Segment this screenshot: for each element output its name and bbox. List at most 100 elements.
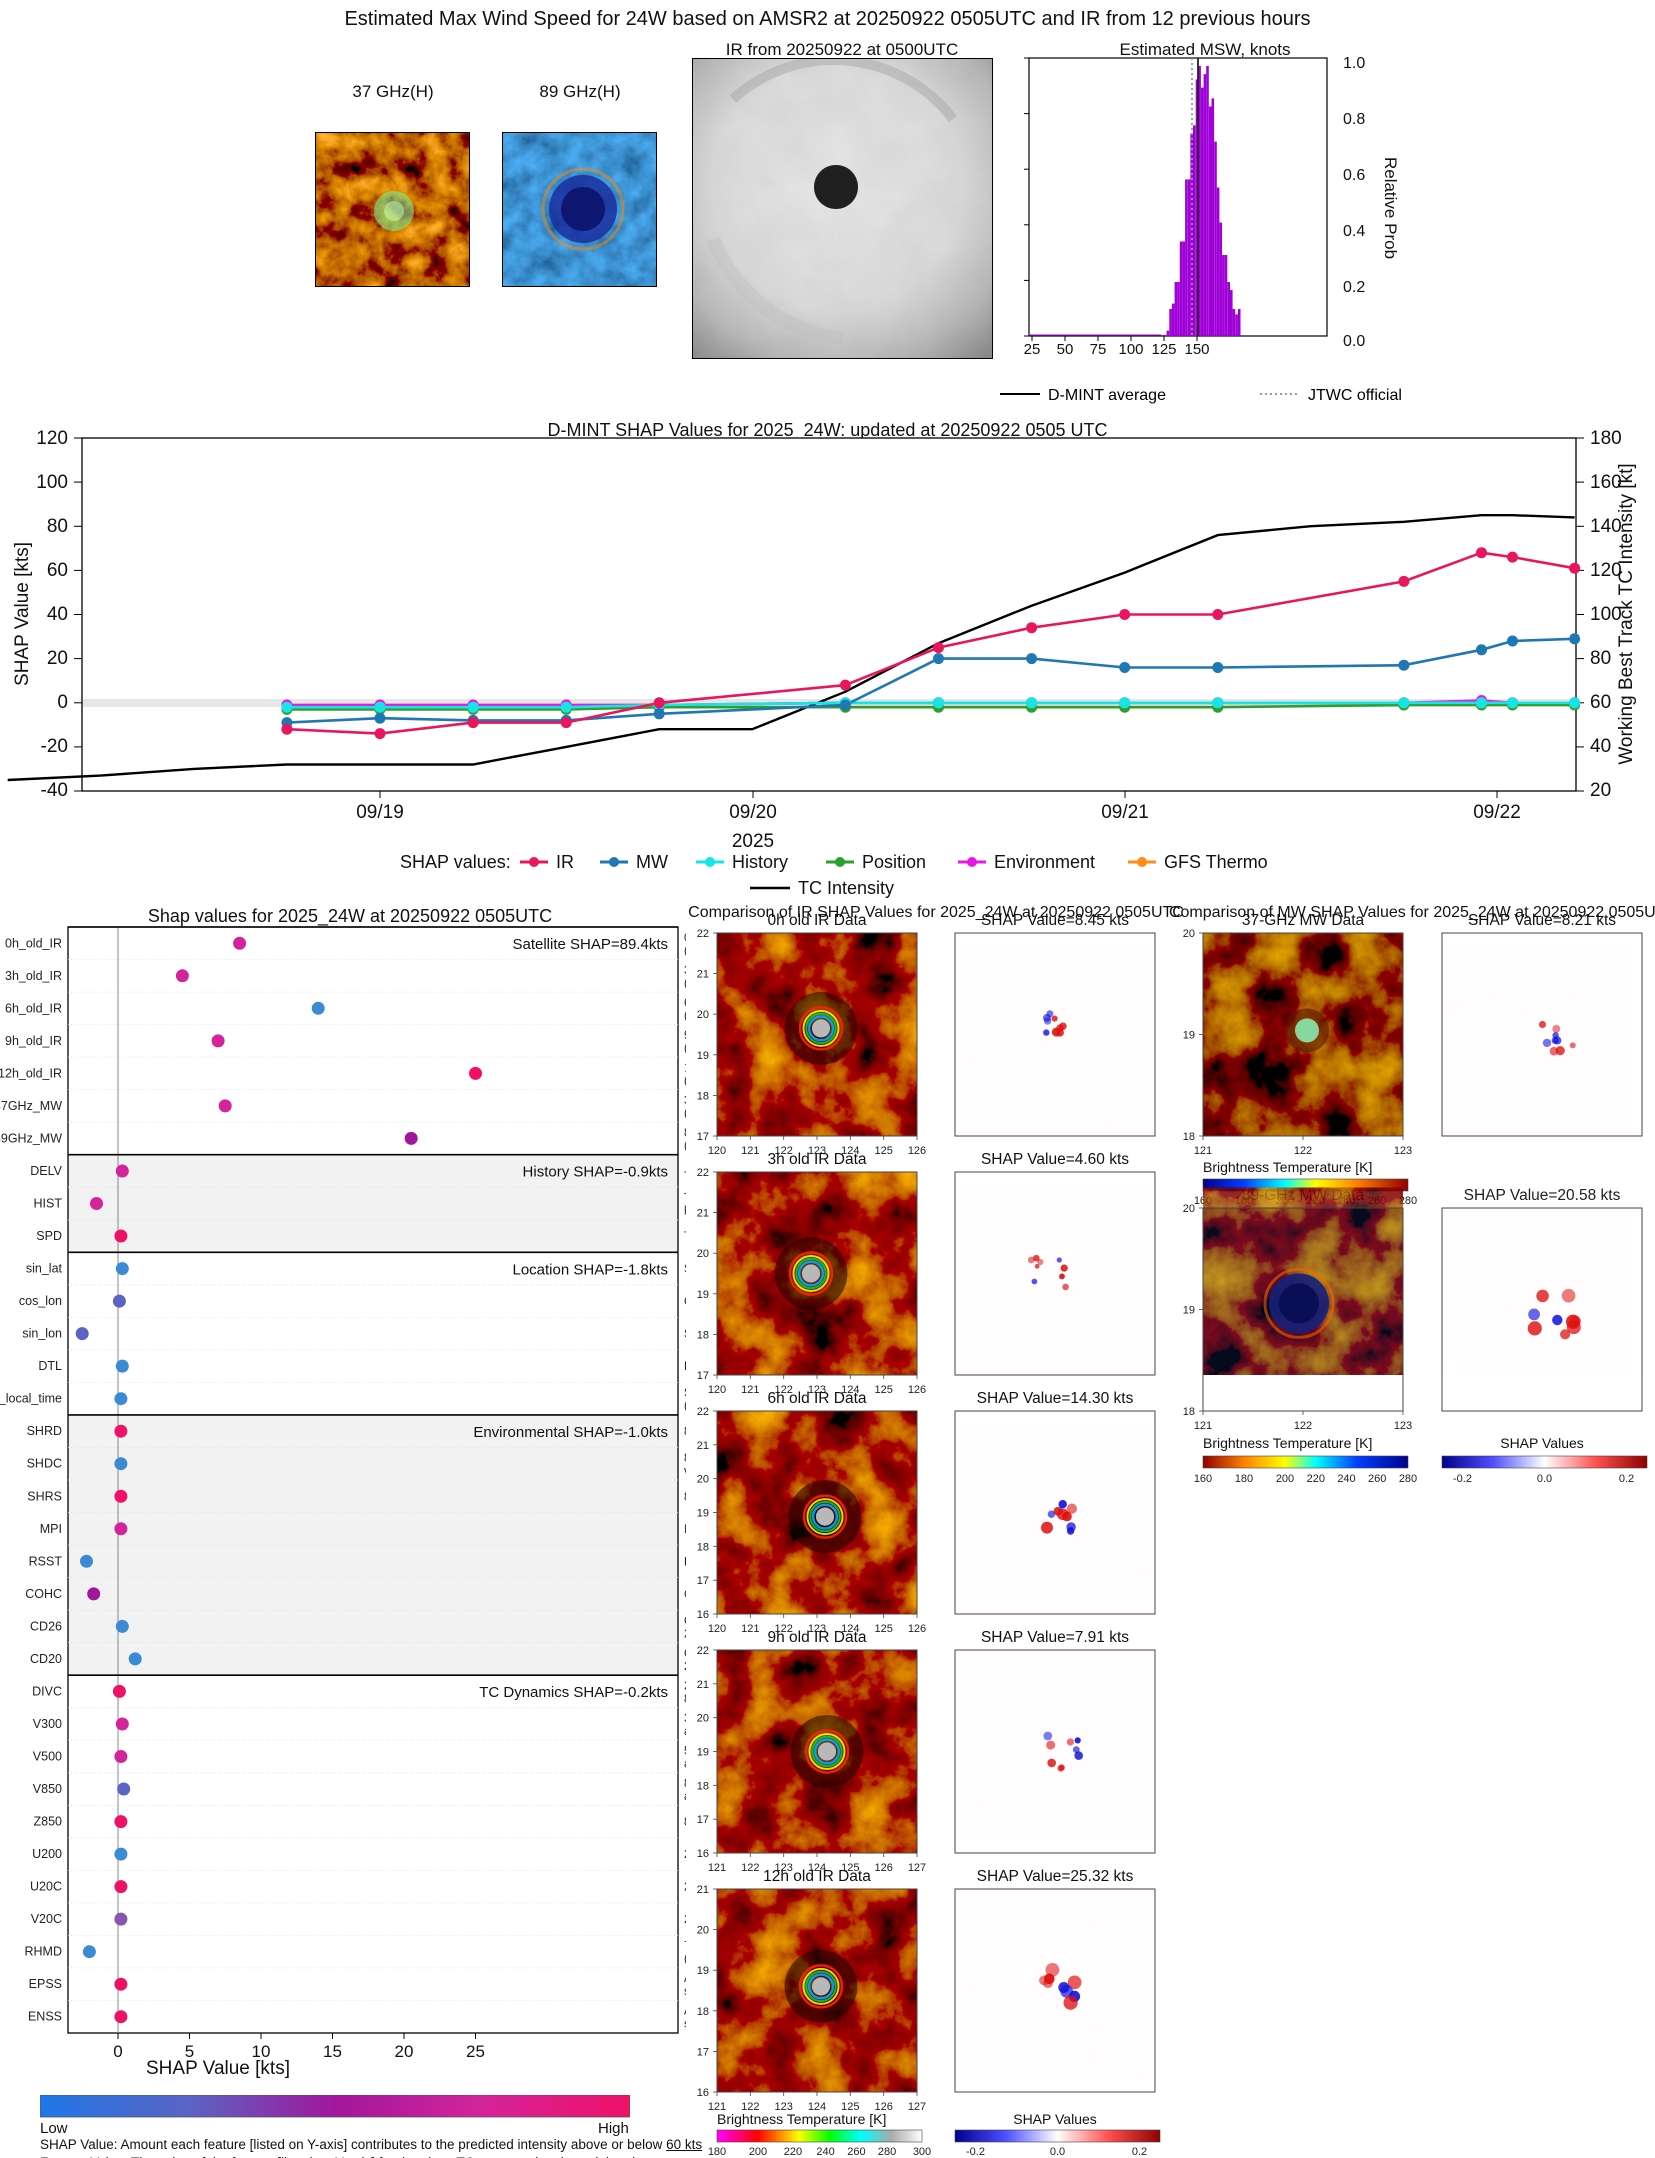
svg-text:19: 19 bbox=[697, 1965, 709, 1977]
svg-text:280: 280 bbox=[1399, 1473, 1417, 1485]
svg-text:22: 22 bbox=[697, 1645, 709, 1657]
svg-text:16: 16 bbox=[697, 2087, 709, 2099]
svg-text:19: 19 bbox=[697, 1508, 709, 1520]
svg-text:3h old IR Data: 3h old IR Data bbox=[767, 1151, 866, 1168]
svg-text:17: 17 bbox=[697, 2046, 709, 2058]
svg-text:125: 125 bbox=[875, 1145, 893, 1157]
svg-text:0.0: 0.0 bbox=[1537, 1473, 1552, 1485]
svg-text:18: 18 bbox=[697, 1780, 709, 1792]
svg-text:260: 260 bbox=[1368, 1195, 1386, 1207]
svg-text:20: 20 bbox=[697, 1474, 709, 1486]
svg-text:121: 121 bbox=[741, 1623, 759, 1635]
svg-text:0h old IR Data: 0h old IR Data bbox=[767, 912, 866, 929]
svg-text:21: 21 bbox=[697, 1440, 709, 1452]
svg-text:160: 160 bbox=[1194, 1473, 1212, 1485]
svg-text:125: 125 bbox=[875, 1623, 893, 1635]
svg-text:121: 121 bbox=[741, 1384, 759, 1396]
svg-text:160: 160 bbox=[1194, 1195, 1212, 1207]
svg-text:20: 20 bbox=[697, 1009, 709, 1021]
svg-text:20: 20 bbox=[1183, 1203, 1195, 1215]
svg-text:20: 20 bbox=[697, 1925, 709, 1937]
svg-text:Brightness Temperature [K]: Brightness Temperature [K] bbox=[1203, 1435, 1372, 1451]
svg-text:20: 20 bbox=[1183, 928, 1195, 940]
svg-text:120: 120 bbox=[708, 1623, 726, 1635]
svg-text:127: 127 bbox=[908, 2101, 926, 2113]
svg-text:0.2: 0.2 bbox=[1132, 2146, 1147, 2158]
svg-text:120: 120 bbox=[708, 1384, 726, 1396]
svg-text:19: 19 bbox=[697, 1747, 709, 1759]
svg-text:126: 126 bbox=[908, 1145, 926, 1157]
svg-text:21: 21 bbox=[697, 969, 709, 981]
svg-text:126: 126 bbox=[908, 1623, 926, 1635]
svg-text:200: 200 bbox=[1276, 1473, 1294, 1485]
svg-text:180: 180 bbox=[708, 2146, 726, 2158]
svg-text:20: 20 bbox=[697, 1248, 709, 1260]
svg-text:-0.2: -0.2 bbox=[1453, 1473, 1472, 1485]
svg-text:122: 122 bbox=[741, 1862, 759, 1874]
svg-text:18: 18 bbox=[697, 1090, 709, 1102]
svg-text:6h old IR Data: 6h old IR Data bbox=[767, 1390, 866, 1407]
svg-text:123: 123 bbox=[1394, 1145, 1412, 1157]
svg-text:240: 240 bbox=[1337, 1473, 1355, 1485]
svg-text:17: 17 bbox=[697, 1814, 709, 1826]
svg-text:0.0: 0.0 bbox=[1050, 2146, 1065, 2158]
svg-text:121: 121 bbox=[1194, 1145, 1212, 1157]
svg-text:SHAP Value=8.45 kts: SHAP Value=8.45 kts bbox=[981, 912, 1129, 929]
svg-text:18: 18 bbox=[1183, 1131, 1195, 1143]
svg-text:20: 20 bbox=[697, 1713, 709, 1725]
svg-text:280: 280 bbox=[878, 2146, 896, 2158]
svg-text:Brightness Temperature [K]: Brightness Temperature [K] bbox=[1203, 1159, 1372, 1175]
svg-text:18: 18 bbox=[697, 2006, 709, 2018]
svg-text:18: 18 bbox=[697, 1329, 709, 1341]
svg-text:280: 280 bbox=[1399, 1195, 1417, 1207]
svg-text:89-GHz MW Data: 89-GHz MW Data bbox=[1242, 1187, 1365, 1204]
svg-text:17: 17 bbox=[697, 1131, 709, 1143]
svg-text:121: 121 bbox=[741, 1145, 759, 1157]
svg-text:220: 220 bbox=[1307, 1473, 1325, 1485]
svg-text:120: 120 bbox=[708, 1145, 726, 1157]
svg-text:SHAP Value=7.91 kts: SHAP Value=7.91 kts bbox=[981, 1629, 1129, 1646]
svg-text:122: 122 bbox=[1294, 1145, 1312, 1157]
svg-text:121: 121 bbox=[708, 1862, 726, 1874]
svg-text:22: 22 bbox=[697, 1406, 709, 1418]
svg-text:22: 22 bbox=[697, 1167, 709, 1179]
svg-text:17: 17 bbox=[697, 1575, 709, 1587]
svg-text:121: 121 bbox=[1194, 1420, 1212, 1432]
svg-text:180: 180 bbox=[1235, 1473, 1253, 1485]
svg-text:123: 123 bbox=[1394, 1420, 1412, 1432]
svg-text:220: 220 bbox=[784, 2146, 802, 2158]
svg-text:16: 16 bbox=[697, 1848, 709, 1860]
svg-text:22: 22 bbox=[697, 928, 709, 940]
svg-text:19: 19 bbox=[697, 1050, 709, 1062]
svg-text:9h old IR Data: 9h old IR Data bbox=[767, 1629, 866, 1646]
svg-text:16: 16 bbox=[697, 1609, 709, 1621]
svg-text:18: 18 bbox=[1183, 1406, 1195, 1418]
svg-text:18: 18 bbox=[697, 1541, 709, 1553]
svg-text:126: 126 bbox=[908, 1384, 926, 1396]
svg-text:SHAP Value=20.58 kts: SHAP Value=20.58 kts bbox=[1464, 1187, 1621, 1204]
svg-text:SHAP Values: SHAP Values bbox=[1013, 2111, 1097, 2127]
svg-text:240: 240 bbox=[816, 2146, 834, 2158]
svg-text:SHAP Value=14.30 kts: SHAP Value=14.30 kts bbox=[977, 1390, 1134, 1407]
svg-text:SHAP Value=25.32 kts: SHAP Value=25.32 kts bbox=[977, 1868, 1134, 1885]
svg-text:19: 19 bbox=[1183, 1030, 1195, 1042]
svg-text:12h old IR Data: 12h old IR Data bbox=[763, 1868, 871, 1885]
svg-text:17: 17 bbox=[697, 1370, 709, 1382]
svg-text:SHAP Value=8.21 kts: SHAP Value=8.21 kts bbox=[1468, 912, 1616, 929]
svg-text:0.2: 0.2 bbox=[1619, 1473, 1634, 1485]
svg-text:122: 122 bbox=[1294, 1420, 1312, 1432]
svg-text:21: 21 bbox=[697, 1679, 709, 1691]
svg-text:19: 19 bbox=[697, 1289, 709, 1301]
svg-text:125: 125 bbox=[875, 1384, 893, 1396]
svg-text:21: 21 bbox=[697, 1208, 709, 1220]
svg-text:SHAP Value=4.60 kts: SHAP Value=4.60 kts bbox=[981, 1151, 1129, 1168]
svg-text:127: 127 bbox=[908, 1862, 926, 1874]
svg-text:-0.2: -0.2 bbox=[966, 2146, 985, 2158]
svg-text:19: 19 bbox=[1183, 1305, 1195, 1317]
svg-text:SHAP Values: SHAP Values bbox=[1500, 1435, 1584, 1451]
svg-text:126: 126 bbox=[875, 1862, 893, 1874]
svg-text:300: 300 bbox=[913, 2146, 931, 2158]
svg-text:260: 260 bbox=[1368, 1473, 1386, 1485]
svg-text:260: 260 bbox=[847, 2146, 865, 2158]
svg-text:21: 21 bbox=[697, 1884, 709, 1896]
